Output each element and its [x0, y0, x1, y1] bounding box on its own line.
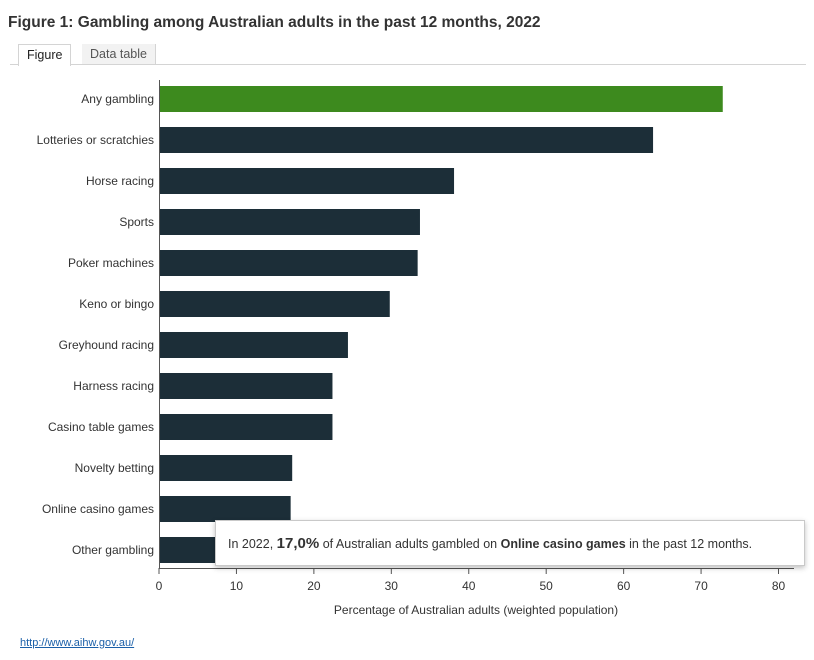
tooltip-value: 17,0%	[276, 535, 320, 552]
bars-group	[160, 86, 723, 563]
x-axis-label: Percentage of Australian adults (weighte…	[334, 603, 618, 617]
view-tabs: Figure Data table	[10, 44, 806, 66]
tab-figure[interactable]: Figure	[18, 44, 72, 66]
x-tick-label: 40	[462, 579, 476, 593]
tab-data-table[interactable]: Data table	[82, 44, 156, 64]
category-label: Lotteries or scratchies	[37, 133, 154, 147]
bar-greyhound-racing[interactable]	[160, 332, 348, 358]
x-tick-label: 30	[385, 579, 399, 593]
x-tick-label: 10	[230, 579, 244, 593]
hover-tooltip: In 2022, 17,0% of Australian adults gamb…	[215, 520, 805, 566]
x-ticks: 0 10 20 30 40 50 60 70 80	[156, 568, 786, 593]
x-tick-label: 50	[540, 579, 554, 593]
x-tick-label: 0	[156, 579, 163, 593]
category-label: Any gambling	[81, 92, 154, 106]
bar-novelty-betting[interactable]	[160, 455, 293, 481]
bar-sports[interactable]	[160, 209, 420, 235]
bar-any-gambling[interactable]	[160, 86, 723, 112]
bar-other-gambling[interactable]	[160, 537, 216, 563]
tooltip-prefix: In 2022,	[228, 537, 274, 551]
footer-link[interactable]: http://www.aihw.gov.au/	[20, 637, 135, 649]
x-tick-label: 20	[307, 579, 321, 593]
bar-harness-racing[interactable]	[160, 373, 333, 399]
tooltip-suffix: in the past 12 months.	[629, 537, 753, 551]
bar-lotteries-or-scratchies[interactable]	[160, 127, 654, 153]
category-label: Online casino games	[42, 502, 154, 516]
category-label: Horse racing	[86, 174, 154, 188]
category-labels: Any gambling Lotteries or scratchies Horse…	[37, 92, 155, 557]
x-tick-label: 80	[772, 579, 786, 593]
bar-poker-machines[interactable]	[160, 250, 418, 276]
bar-keno-or-bingo[interactable]	[160, 291, 390, 317]
bar-chart: Any gambling Lotteries or scratchies Horse…	[37, 80, 794, 617]
bar-online-casino-games[interactable]	[160, 496, 291, 522]
x-tick-label: 70	[694, 579, 708, 593]
category-label: Novelty betting	[75, 461, 154, 475]
category-label: Harness racing	[73, 379, 154, 393]
category-label: Poker machines	[68, 256, 154, 270]
category-label: Other gambling	[72, 543, 154, 557]
category-label: Keno or bingo	[79, 297, 154, 311]
tooltip-category: Online casino games	[500, 537, 626, 551]
x-tick-label: 60	[617, 579, 631, 593]
category-label: Sports	[119, 215, 154, 229]
bar-casino-table-games[interactable]	[160, 414, 333, 440]
category-label: Greyhound racing	[59, 338, 154, 352]
tooltip-middle: of Australian adults gambled on	[322, 537, 498, 551]
chart-title: Figure 1: Gambling among Australian adul…	[8, 14, 541, 31]
bar-horse-racing[interactable]	[160, 168, 455, 194]
category-label: Casino table games	[48, 420, 154, 434]
